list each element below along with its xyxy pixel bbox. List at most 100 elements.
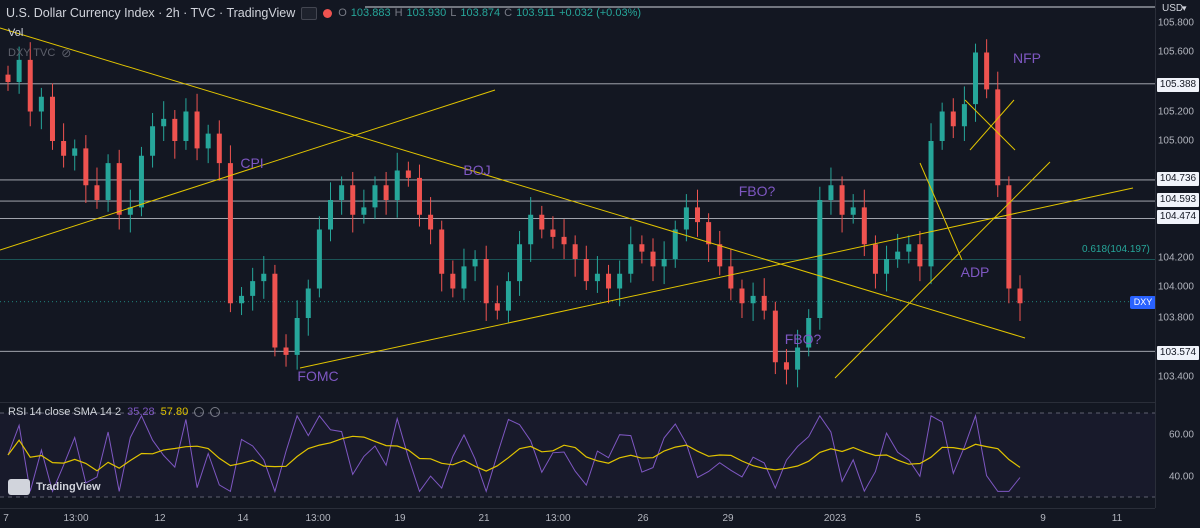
bullish-candle	[205, 133, 211, 149]
bearish-candle	[61, 141, 67, 156]
rsi-chart[interactable]	[0, 403, 1155, 509]
open-value: 103.883	[350, 7, 391, 19]
bearish-candle	[706, 222, 712, 245]
trendline	[0, 27, 1026, 339]
bearish-candle	[761, 295, 767, 311]
time-label: 13:00	[545, 513, 571, 524]
rsi-legend: RSI 14 close SMA 14 2 35.28 57.80	[8, 406, 221, 418]
rsi-pane[interactable]	[0, 402, 1155, 508]
bullish-candle	[939, 111, 945, 141]
annotation-fbo-1[interactable]: FBO?	[738, 183, 776, 199]
rsi-scale-label: 40.00	[1168, 471, 1194, 483]
bearish-candle	[917, 244, 923, 267]
bearish-candle	[194, 111, 200, 149]
bearish-candle	[227, 163, 233, 304]
low-label: L	[450, 7, 457, 19]
volume-legend[interactable]: Vol	[8, 27, 24, 39]
bearish-candle	[450, 273, 456, 289]
price-label: 103.800	[1157, 312, 1194, 324]
symbol-legend: U.S. Dollar Currency Index · 2h · TVC · …	[6, 6, 641, 20]
price-chart[interactable]	[0, 0, 1155, 402]
bullish-candle	[472, 259, 478, 267]
bullish-candle	[795, 347, 801, 370]
annotation-boj[interactable]: BOJ	[463, 162, 491, 178]
bearish-candle	[350, 185, 356, 215]
fib-level-label: 0.618(104.197)	[1082, 244, 1150, 255]
bearish-candle	[27, 59, 33, 112]
bullish-candle	[461, 266, 467, 289]
price-label: 105.000	[1157, 135, 1194, 147]
annotation-cpi[interactable]: CPI	[240, 155, 264, 171]
level-tag[interactable]: 105.388	[1157, 78, 1199, 92]
bearish-candle	[639, 244, 645, 252]
bullish-candle	[305, 288, 311, 318]
hidden-eye-icon[interactable]: ⊘	[61, 46, 72, 60]
annotation-adp[interactable]: ADP	[960, 264, 990, 280]
time-scale[interactable]: 7 13:00 12 14 13:00 19 21 13:00 26 29 20…	[0, 508, 1155, 528]
bearish-candle	[772, 310, 778, 363]
bearish-candle	[606, 273, 612, 289]
rsi-sma-value: 57.80	[160, 406, 189, 418]
annotation-nfp[interactable]: NFP	[1013, 50, 1041, 66]
trendline	[0, 89, 496, 251]
bearish-candle	[83, 148, 89, 186]
rsi-title[interactable]: RSI 14 close SMA 14 2	[8, 406, 122, 418]
bullish-candle	[38, 96, 44, 112]
bearish-candle	[984, 52, 990, 90]
price-label: 105.200	[1157, 106, 1194, 118]
bullish-candle	[138, 155, 144, 208]
bullish-candle	[294, 318, 300, 355]
bearish-candle	[550, 229, 556, 237]
bearish-candle	[49, 96, 55, 141]
tradingview-logo[interactable]: TradingView	[8, 479, 101, 495]
annotation-fomc[interactable]: FOMC	[297, 368, 339, 384]
rsi-band-fill	[0, 413, 1155, 497]
bullish-candle	[961, 104, 967, 127]
rsi-more-icon[interactable]	[210, 407, 221, 417]
annotation-fbo-2[interactable]: FBO?	[784, 331, 822, 347]
bearish-candle	[650, 251, 656, 267]
price-pane[interactable]: U.S. Dollar Currency Index · 2h · TVC · …	[0, 0, 1156, 402]
level-tag[interactable]: 104.474	[1157, 210, 1199, 224]
bullish-candle	[928, 141, 934, 267]
bullish-candle	[372, 185, 378, 208]
bullish-candle	[906, 244, 912, 252]
time-label: 5	[915, 513, 921, 524]
bullish-candle	[105, 163, 111, 200]
bearish-candle	[572, 244, 578, 259]
bearish-candle	[1006, 185, 1012, 289]
tradingview-logo-text: TradingView	[36, 481, 101, 493]
bullish-candle	[973, 52, 979, 105]
rsi-sma-line	[7, 435, 1021, 472]
bullish-candle	[750, 295, 756, 304]
bearish-candle	[861, 207, 867, 245]
dxy-marker-badge[interactable]: DXY	[1130, 296, 1156, 309]
bullish-candle	[594, 273, 600, 282]
rsi-value: 35.28	[127, 406, 155, 418]
bearish-candle	[439, 229, 445, 274]
bearish-candle	[416, 177, 422, 215]
symbol-title[interactable]: U.S. Dollar Currency Index · 2h · TVC · …	[6, 6, 296, 20]
eye-icon[interactable]	[301, 6, 318, 20]
bearish-candle	[839, 185, 845, 215]
close-label: C	[504, 7, 513, 19]
level-tag[interactable]: 104.593	[1157, 193, 1199, 207]
market-status-icon[interactable]	[323, 8, 333, 18]
bullish-candle	[394, 170, 400, 200]
dxy-legend[interactable]: DXY TVC ⊘	[8, 46, 71, 60]
trendline	[964, 99, 1016, 151]
currency-selector[interactable]: USD	[1162, 3, 1184, 14]
time-label: 29	[722, 513, 734, 524]
bearish-candle	[216, 133, 222, 164]
dxy-legend-label: DXY TVC	[8, 47, 56, 59]
level-tag[interactable]: 104.736	[1157, 172, 1199, 186]
currency-chevron-down-icon[interactable]: ▾	[1182, 3, 1187, 13]
bullish-candle	[806, 318, 812, 348]
rsi-scale-label: 60.00	[1168, 429, 1194, 441]
price-scale[interactable]: USD ▾ 105.800 105.600 105.200 105.000 10…	[1155, 0, 1200, 508]
rsi-settings-icon[interactable]	[194, 407, 205, 417]
level-tag[interactable]: 103.574	[1157, 346, 1199, 360]
time-label: 13:00	[305, 513, 331, 524]
bearish-candle	[583, 259, 589, 282]
bearish-candle	[405, 170, 411, 178]
